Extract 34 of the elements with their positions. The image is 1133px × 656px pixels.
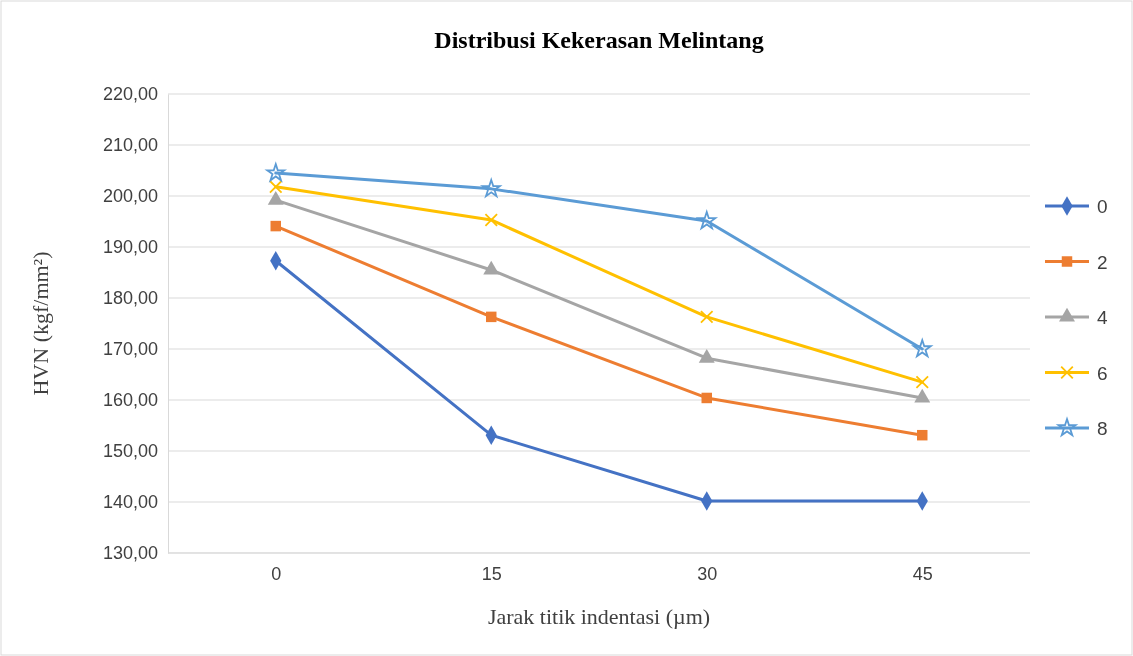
x-tick-label: 30 [697,563,718,584]
y-tick-label: 200,00 [102,186,158,207]
x-tick-label: 0 [271,563,282,584]
point [915,375,929,389]
y-tick-label: 130,00 [102,543,158,564]
point [701,392,712,404]
legend-label: 6 [1097,362,1108,384]
point [486,311,497,323]
point [697,211,717,230]
legend-label: 0 [1097,196,1108,217]
point [917,429,928,441]
y-tick-label: 170,00 [102,339,158,360]
point [484,213,498,227]
legend-label: 4 [1097,307,1108,328]
y-tick-label: 210,00 [102,135,158,156]
y-tick-label: 140,00 [102,492,158,513]
y-axis-title: HVN (kgf/mm²) [28,251,53,396]
point [269,180,283,194]
point [912,339,932,358]
point [481,179,501,197]
y-tick-label: 150,00 [102,441,158,462]
x-tick-label: 15 [481,563,502,584]
x-axis-title: Jarak titik indentasi (µm) [487,604,711,629]
point [700,310,714,324]
x-tick-label: 45 [912,563,933,584]
point [266,163,286,182]
legend-label: 2 [1097,251,1108,273]
point [270,220,281,232]
y-tick-label: 220,00 [102,84,158,105]
y-tick-label: 180,00 [102,288,158,309]
y-tick-label: 190,00 [102,237,158,258]
chart-title: Distribusi Kekerasan Melintang [434,27,764,53]
legend-label: 8 [1097,418,1108,439]
y-tick-label: 160,00 [102,390,158,411]
